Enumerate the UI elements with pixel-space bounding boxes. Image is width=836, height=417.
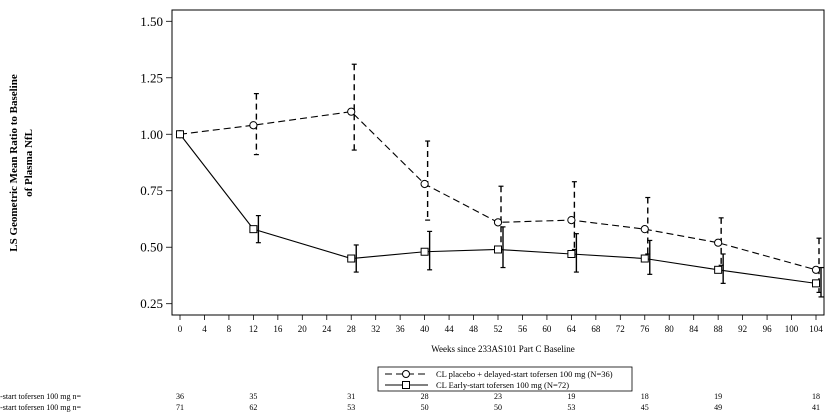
risk-table-count: 41 <box>812 403 820 412</box>
data-point-square <box>567 250 576 258</box>
risk-table-count: 62 <box>249 403 257 412</box>
x-tick-label: 0 <box>178 324 183 334</box>
x-tick-label: 32 <box>371 324 380 334</box>
risk-table: CL placebo + delayed-start tofersen 100 … <box>0 392 820 412</box>
legend: CL placebo + delayed-start tofersen 100 … <box>377 366 633 392</box>
risk-table-count: 31 <box>347 392 355 401</box>
legend-marker-square <box>402 381 410 389</box>
plot-frame <box>171 9 825 316</box>
data-point-circle <box>347 107 356 116</box>
y-axis-title: LS Geometric Mean Ratio to Baseline of P… <box>8 74 35 252</box>
y-tick-label: 1.25 <box>140 70 163 85</box>
x-tick-label: 68 <box>591 324 601 334</box>
risk-table-count: 19 <box>714 392 722 401</box>
x-tick-label: 72 <box>616 324 625 334</box>
x-tick-label: 16 <box>273 324 283 334</box>
risk-table-count: 28 <box>421 392 429 401</box>
risk-table-count: 53 <box>567 403 575 412</box>
data-point-square <box>347 254 356 263</box>
x-tick-label: 44 <box>445 324 455 334</box>
x-tick-label: 12 <box>249 324 258 334</box>
risk-table-count: 50 <box>421 403 429 412</box>
data-point-circle <box>811 265 821 274</box>
x-tick-label: 100 <box>785 324 799 334</box>
data-point-circle <box>249 121 258 130</box>
x-tick-label: 40 <box>420 324 430 334</box>
y-tick-label: 1.00 <box>140 127 163 142</box>
x-tick-label: 56 <box>518 324 528 334</box>
risk-table-row-label: CL Early-start tofersen 100 mg n= <box>0 403 81 412</box>
x-tick-label: 52 <box>494 324 503 334</box>
data-point-circle <box>493 218 503 227</box>
data-point-circle <box>714 238 723 247</box>
x-tick-label: 48 <box>469 324 479 334</box>
x-tick-label: 104 <box>809 324 823 334</box>
data-point-square <box>714 265 723 274</box>
data-point-square <box>640 254 649 263</box>
x-tick-label: 24 <box>322 324 332 334</box>
x-tick-label: 60 <box>542 324 552 334</box>
x-axis-title: Weeks since 233AS101 Part C Baseline <box>431 344 575 354</box>
risk-table-count: 35 <box>249 392 257 401</box>
x-tick-label: 96 <box>763 324 773 334</box>
risk-table-count: 18 <box>812 392 820 401</box>
data-point-square <box>494 245 502 254</box>
risk-table-count: 49 <box>714 403 722 412</box>
risk-table-count: 71 <box>176 403 184 412</box>
x-tick-label: 8 <box>227 324 232 334</box>
risk-table-count: 53 <box>347 403 355 412</box>
series-layer <box>175 63 824 298</box>
x-tick-label: 76 <box>640 324 650 334</box>
x-tick-label: 80 <box>665 324 675 334</box>
data-point-circle <box>567 216 576 225</box>
legend-label: CL placebo + delayed-start tofersen 100 … <box>436 369 613 379</box>
x-tick-label: 64 <box>567 324 577 334</box>
y-tick-label: 0.25 <box>140 296 163 311</box>
risk-table-count: 45 <box>641 403 649 412</box>
x-tick-label: 20 <box>298 324 308 334</box>
data-point-square <box>420 247 429 256</box>
risk-table-count: 19 <box>567 392 575 401</box>
x-tick-label: 84 <box>689 324 699 334</box>
legend-marker-circle <box>402 370 410 378</box>
data-point-square <box>249 225 258 234</box>
data-point-circle <box>420 179 429 189</box>
y-axis-title-line-1: LS Geometric Mean Ratio to Baseline <box>8 74 20 252</box>
data-point-square <box>812 279 820 288</box>
data-point-circle <box>640 225 649 234</box>
risk-table-count: 50 <box>494 403 502 412</box>
x-tick-label: 92 <box>738 324 747 334</box>
x-tick-label: 4 <box>202 324 207 334</box>
risk-table-count: 18 <box>641 392 649 401</box>
axes: 0 4 8 12 16 20 24 28 32 36 40 44 48 52 56 60 64 68 72 76 80 8… <box>140 14 823 334</box>
risk-table-count: 36 <box>176 392 184 401</box>
y-tick-label: 1.50 <box>140 14 163 29</box>
legend-label: CL Early-start tofersen 100 mg (N=72) <box>436 380 569 390</box>
risk-table-row-label: CL placebo + delayed-start tofersen 100 … <box>0 392 81 401</box>
y-tick-label: 0.50 <box>140 240 163 255</box>
y-tick-label: 0.75 <box>140 183 163 198</box>
data-point-square <box>176 130 184 139</box>
risk-table-count: 23 <box>494 392 502 401</box>
legend-box <box>377 366 633 392</box>
y-axis-title-line-2: of Plasma NfL <box>23 129 35 197</box>
x-tick-label: 28 <box>347 324 357 334</box>
x-tick-label: 36 <box>396 324 406 334</box>
x-tick-label: 88 <box>714 324 724 334</box>
